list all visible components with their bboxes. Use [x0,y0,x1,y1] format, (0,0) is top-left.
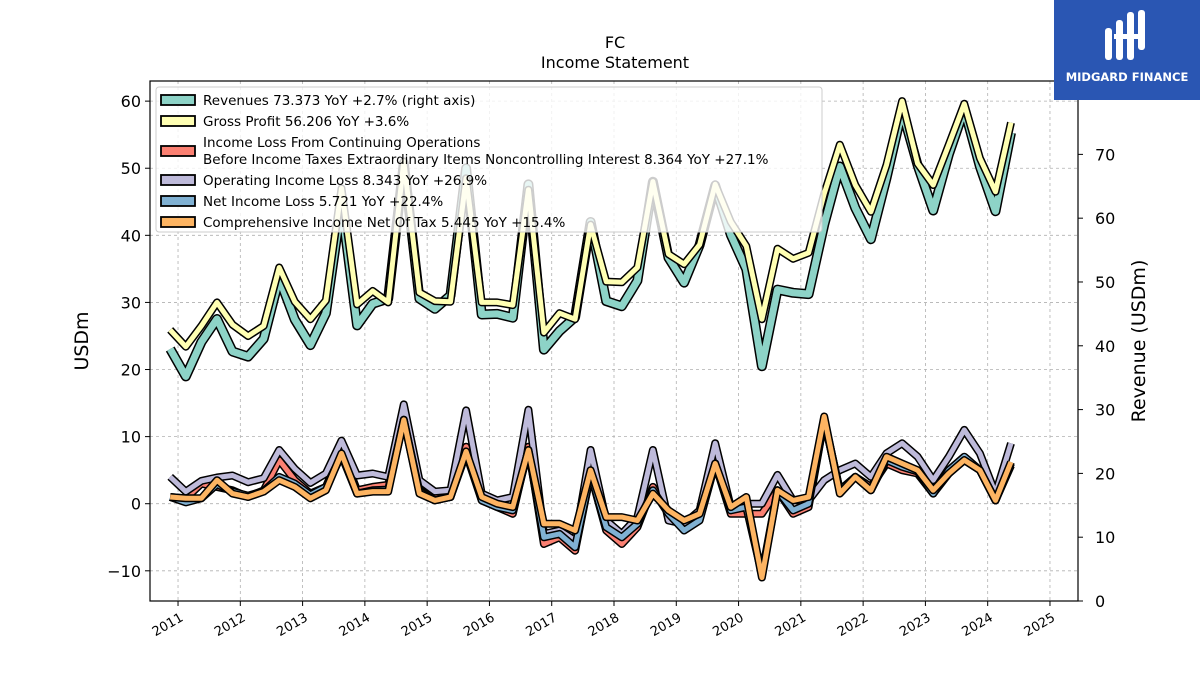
x-tick-label: 2023 [897,610,933,640]
legend-swatch [160,115,196,127]
x-tick-label: 2021 [773,610,809,640]
series-line [169,414,1014,580]
legend-label: Net Income Loss 5.721 YoY +22.4% [203,194,443,210]
y-tick-label-left: 60 [121,92,141,111]
y-tick-label-right: 60 [1095,209,1115,228]
series-line [168,401,1014,544]
legend-label: Income Loss From Continuing Operations [203,135,480,151]
x-tick-label: 2011 [150,610,186,640]
brand-logo: MIDGARD FINANCE [1054,0,1200,100]
x-tick-label: 2019 [648,610,684,640]
y-tick-label-left: 0 [131,495,141,514]
legend-swatch [160,145,196,157]
legend-swatch [160,174,196,186]
series-6 [169,412,1015,582]
legend: Revenues 73.373 YoY +2.7% (right axis) Gr… [155,86,823,233]
legend-label: Gross Profit 56.206 YoY +3.6% [203,114,409,130]
x-tick-label: 2012 [212,610,248,640]
series-5 [168,415,1015,579]
legend-box [155,86,823,233]
series-line-outline [169,412,1015,582]
legend-swatch [160,94,196,106]
x-tick-label: 2017 [524,610,560,640]
y-tick-label-left: −10 [107,562,141,581]
x-tick-label: 2014 [337,610,373,640]
chart-title: FC [605,33,625,52]
x-tick-label: 2020 [710,610,746,640]
brand-name: MIDGARD FINANCE [1065,70,1189,84]
legend-label: Operating Income Loss 8.343 YoY +26.9% [203,173,487,189]
series-4 [167,400,1015,545]
y-tick-label-right: 30 [1095,401,1115,420]
y-tick-label-left: 40 [121,226,141,245]
y-tick-label-right: 10 [1095,528,1115,547]
chart-subtitle: Income Statement [541,53,689,72]
legend-swatch [160,195,196,207]
y-tick-label-left: 50 [121,159,141,178]
legend-label: Comprehensive Income Net Of Tax 5.445 Yo… [203,215,566,231]
y-tick-label-right: 40 [1095,337,1115,356]
x-tick-label: 2024 [960,610,996,640]
series-line [169,417,1014,577]
legend-label: Before Income Taxes Extraordinary Items … [203,152,769,168]
x-tick-label: 2018 [586,610,622,640]
x-tick-label: 2013 [274,610,310,640]
y-tick-label-right: 0 [1095,592,1105,611]
x-tick-label: 2022 [835,610,871,640]
y-tick-label-left: 20 [121,361,141,380]
legend-label: Revenues 73.373 YoY +2.7% (right axis) [203,93,475,109]
y-tick-label-left: 10 [121,428,141,447]
x-tick-label: 2015 [399,610,435,640]
y-tick-label-right: 50 [1095,273,1115,292]
x-tick-label: 2016 [461,610,497,640]
y-tick-label-right: 20 [1095,464,1115,483]
x-tick-label: 2025 [1022,610,1058,640]
brand-mark-icon [1105,10,1145,60]
y-axis-label-left: USDm [71,311,93,370]
legend-swatch [160,216,196,228]
y-axis-label-right: Revenue (USDm) [1128,260,1150,423]
y-tick-label-right: 70 [1095,145,1115,164]
series-line-outline [168,415,1015,579]
y-tick-label-left: 30 [121,293,141,312]
